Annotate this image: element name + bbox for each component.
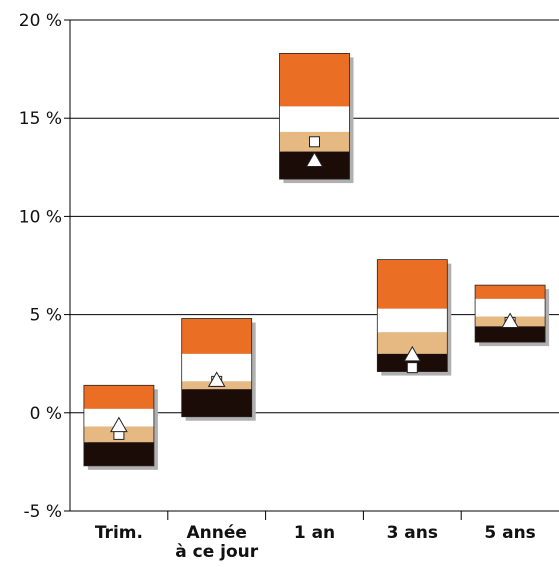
x-tick-label: à ce jour — [175, 542, 259, 562]
box-outline — [83, 384, 155, 467]
quartile-segment-1 — [475, 285, 546, 299]
triangle-marker — [403, 345, 422, 362]
quartile-segment-2 — [377, 308, 448, 333]
y-tick-label: -5 % — [23, 502, 62, 522]
quartile-segment-4 — [181, 389, 252, 417]
y-tick-label: 10 % — [19, 207, 62, 227]
triangle-marker — [110, 416, 128, 433]
x-tick-label: Trim. — [95, 523, 143, 543]
box-layer — [83, 52, 550, 470]
square-marker — [406, 362, 418, 374]
triangle-marker — [501, 312, 519, 328]
x-tick-label: 3 ans — [387, 523, 438, 543]
triangle-marker — [207, 371, 226, 387]
axis-layer — [64, 19, 559, 520]
quartile-segment-1 — [279, 53, 350, 107]
x-tick-label: Année — [186, 523, 246, 543]
box-outline — [474, 284, 546, 343]
quartile-segment-3 — [377, 332, 448, 354]
quartile-segment-2 — [475, 298, 546, 317]
y-tick-label: 20 % — [19, 11, 62, 31]
quartile-segment-4 — [475, 326, 546, 343]
quartile-segment-1 — [181, 318, 252, 354]
quartile-segment-2 — [279, 106, 350, 132]
marker-layer — [110, 136, 519, 440]
triangle-marker — [305, 151, 324, 167]
y-tick-label: 15 % — [19, 109, 62, 129]
box-outline — [279, 52, 350, 180]
box-outline — [181, 318, 253, 418]
square-marker — [309, 136, 320, 148]
x-tick-label: 1 an — [294, 523, 335, 543]
quartile-segment-1 — [377, 259, 448, 309]
quartile-segment-4 — [83, 442, 154, 466]
quartile-segment-1 — [83, 385, 154, 409]
x-tick-label: 5 ans — [484, 523, 535, 543]
y-tick-label: 0 % — [30, 404, 62, 424]
y-tick-label: 5 % — [30, 306, 62, 326]
